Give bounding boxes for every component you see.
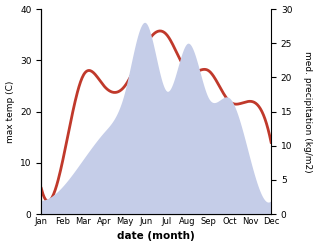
Y-axis label: max temp (C): max temp (C) [5, 80, 15, 143]
X-axis label: date (month): date (month) [117, 231, 195, 242]
Y-axis label: med. precipitation (kg/m2): med. precipitation (kg/m2) [303, 51, 313, 172]
